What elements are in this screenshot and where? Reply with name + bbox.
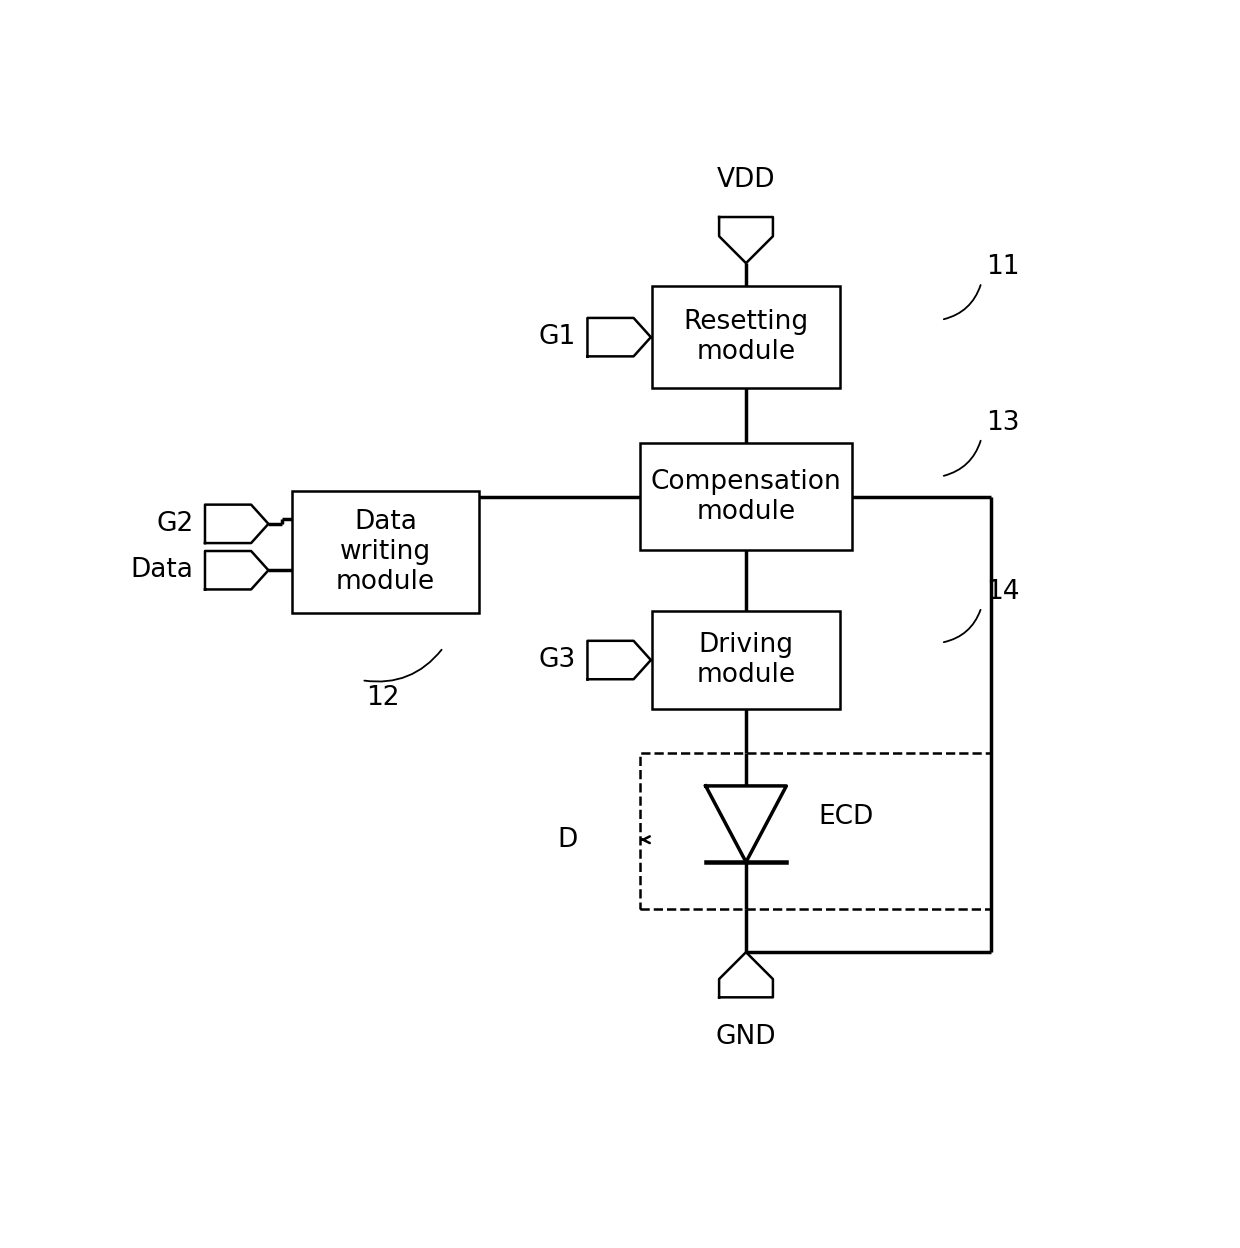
Bar	[652, 286, 839, 388]
Text: G3: G3	[538, 646, 575, 673]
Text: 11: 11	[986, 255, 1019, 281]
Text: G2: G2	[156, 510, 193, 537]
Text: VDD: VDD	[717, 167, 775, 193]
Text: Compensation
module: Compensation module	[651, 469, 842, 524]
Text: Data: Data	[130, 557, 193, 583]
Text: D: D	[558, 826, 578, 852]
Text: G1: G1	[538, 324, 575, 351]
Bar	[652, 612, 839, 709]
Bar	[640, 754, 991, 909]
Text: GND: GND	[715, 1025, 776, 1051]
Text: 14: 14	[986, 579, 1019, 605]
Text: ECD: ECD	[818, 804, 873, 830]
Text: 13: 13	[986, 411, 1019, 436]
Text: Data
writing
module: Data writing module	[336, 509, 435, 595]
Bar	[291, 490, 480, 613]
Bar	[640, 443, 852, 550]
Text: Resetting
module: Resetting module	[683, 310, 808, 366]
Text: 12: 12	[367, 685, 401, 711]
Text: Driving
module: Driving module	[697, 631, 796, 688]
